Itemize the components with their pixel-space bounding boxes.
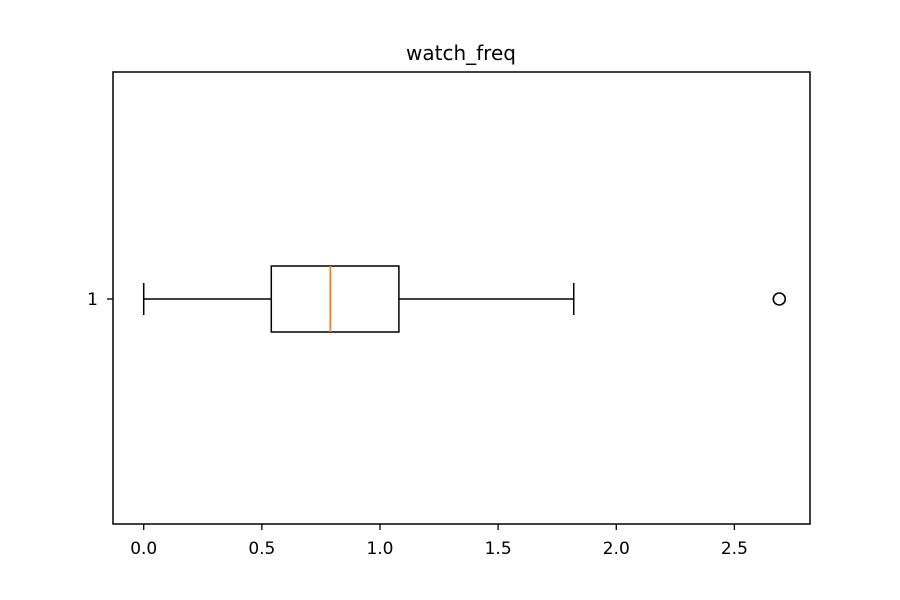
x-tick-label: 0.5 [248, 539, 275, 559]
outlier-point [772, 292, 787, 306]
box-series [142, 265, 787, 333]
y-axis: 1 [87, 290, 113, 310]
box-group [142, 265, 787, 333]
x-tick-label: 0.0 [130, 539, 157, 559]
x-tick-label: 2.5 [721, 539, 748, 559]
x-tick-label: 1.5 [485, 539, 512, 559]
x-tick-label: 1.0 [366, 539, 393, 559]
x-axis: 0.0 0.5 1.0 1.5 2.0 2.5 [130, 524, 748, 559]
y-tick-label: 1 [87, 290, 98, 310]
plot-area-frame [112, 71, 811, 525]
x-tick-label: 2.0 [603, 539, 630, 559]
interquartile-box [270, 265, 400, 333]
chart-title: watch_freq [406, 41, 516, 65]
